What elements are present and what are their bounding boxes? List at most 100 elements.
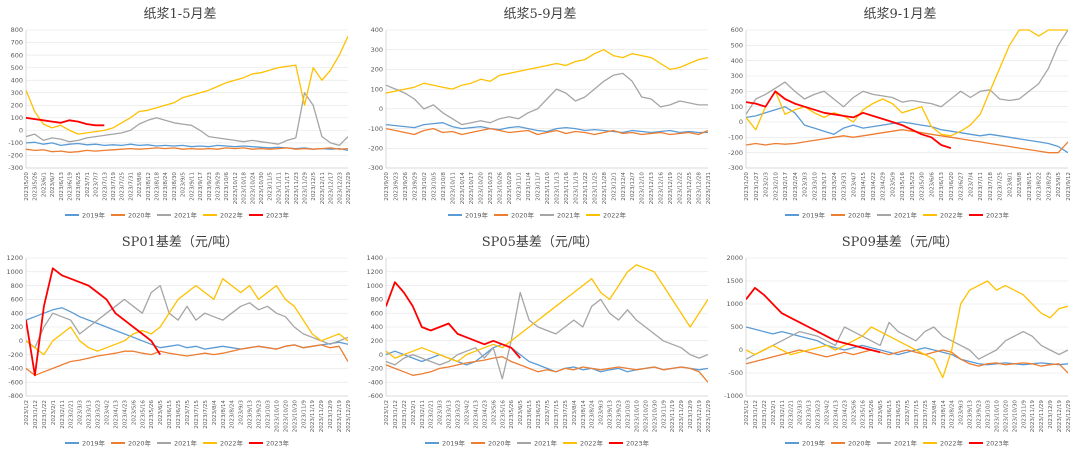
x-tick-label: 2023/12/9 [688,400,694,429]
x-tick-label: 2023/7/15 [914,400,920,429]
y-tick-label: 0 [19,127,23,135]
x-tick-label: 2023/7/7 [94,172,100,198]
y-tick-label: 600 [11,51,23,59]
x-tick-label: 2023/10/14 [460,172,466,205]
x-tick-label: 2023/3/3 [803,172,809,198]
x-tick-label: 2023/11/11 [276,172,282,205]
legend-item: 2021年 [157,438,198,447]
x-tick-label: 2023/10/18 [242,172,248,205]
x-tick-label: 2023/6/13 [59,172,65,201]
x-tick-label: 2023/4/13 [113,400,119,429]
x-tick-label: 2023/8/4 [572,400,578,426]
x-tick-label: 2023/10/20 [283,400,289,433]
x-tick-label: 2023/10/24 [250,172,256,205]
y-tick-label: 200 [11,323,23,331]
x-tick-label: 2023/12/29 [346,172,352,205]
chart-paper-pulp-5-9-spread: 纸浆5-9月差 -300 -200 -100 0 100 200 300 400 2023/9/2… [360,0,720,227]
legend-label: 2023年 [266,210,290,219]
x-tick-label: 2023/11/25 [592,172,598,205]
legend-item: 2022年 [923,210,964,219]
series-line-2021年 [746,29,1068,115]
y-tick-label: 1000 [726,300,743,308]
x-tick-label: 2023/8/4 [212,400,218,426]
x-tick-label: 2023/11/23 [294,172,300,205]
x-tick-label: 2023/4/13 [833,400,839,429]
x-tick-label: 2023/3/3 [438,400,444,426]
x-tick-label: 2023/1/20 [744,172,750,201]
chart-title: SP05基差（元/吨） [482,235,599,250]
chart-svg: SP05基差（元/吨） -600 -400 -200 0 200 400 600 800 1000… [366,235,712,447]
y-tick-label: -1000 [724,392,743,400]
x-tick-label: 2023/3/3 [798,400,804,426]
y-tick-label: 700 [11,39,23,47]
legend-item: 2023年 [969,438,1010,447]
series-line-2021年 [26,92,348,147]
y-tick-label: -200 [8,351,23,359]
x-tick-label: 2023/7/18 [988,172,994,201]
x-tick-label: 2023/3/24 [832,172,838,201]
series-line-2022年 [746,280,1068,379]
series-line-2020年 [26,147,348,153]
legend-item: 2021年 [877,438,918,447]
y-tick-label: 200 [371,66,383,74]
x-tick-label: 2023/12/31 [706,172,712,205]
x-tick-label: 2023/11/9 [1021,400,1027,429]
x-tick-label: 2023/5/16 [140,400,146,429]
y-tick-label: 1200 [6,254,23,262]
x-tick-label: 2023/8/14 [941,400,947,429]
x-tick-label: 2023/1/22 [402,400,408,429]
legend-label: 2023年 [626,438,650,447]
x-tick-label: 2023/12/25 [687,172,693,205]
series-line-2023年 [26,267,161,377]
legend-item: 2020年 [831,438,872,447]
x-tick-label: 2023/12/23 [337,172,343,205]
x-tick-label: 2023/5/20 [24,172,30,201]
series-line-2021年 [386,291,708,380]
x-tick-label: 2023/4/13 [473,400,479,429]
y-tick-label: 100 [371,85,383,93]
legend-label: 2021年 [174,438,198,447]
series-line-2023年 [26,116,105,127]
x-tick-label: 2023/12/17 [329,172,335,205]
legend-label: 2021年 [534,438,558,447]
x-tick-label: 2023/7/19 [111,172,117,201]
y-tick-label: -300 [368,164,383,172]
y-tick-label: 400 [371,26,383,34]
legend-label: 2022年 [603,210,627,219]
x-tick-label: 2023/1/22 [42,400,48,429]
series-line-2020年 [386,356,708,383]
series-line-2020年 [386,127,708,136]
x-tick-label: 2023/6/27 [959,172,965,201]
legend-item: 2019年 [448,210,489,219]
y-tick-label: 0 [379,105,383,113]
x-tick-label: 2023/10/30 [292,400,298,433]
x-tick-label: 2023/1/12 [393,400,399,429]
y-tick-label: 400 [731,57,743,65]
x-tick-label: 2023/8/14 [581,400,587,429]
legend-item: 2022年 [203,438,244,447]
series-line-2022年 [26,36,348,135]
legend-label: 2019年 [82,210,106,219]
x-tick-label: 2023/6/19 [68,172,74,201]
legend-label: 2020年 [128,210,152,219]
legend-item: 2021年 [157,210,198,219]
y-tick-label: -800 [8,392,23,400]
x-tick-label: 2023/12/29 [1066,400,1072,433]
x-tick-label: 2023/6/1 [41,172,47,198]
x-tick-label: 2023/10/2 [422,172,428,201]
x-tick-label: 2023/4/15 [861,172,867,201]
legend-item: 2019年 [65,438,106,447]
legend-label: 2022年 [940,210,964,219]
legend-item: 2019年 [785,438,826,447]
y-tick-label: 800 [371,296,383,304]
x-tick-label: 2023/9/23 [617,400,623,429]
x-tick-label: 2023/12/9 [1048,400,1054,429]
x-tick-label: 2023/1/22 [762,400,768,429]
legend-label: 2022年 [940,438,964,447]
x-tick-label: 2023/9/5 [181,172,187,198]
x-tick-label: 2023/2/24 [793,172,799,201]
x-tick-label: 2023/5/26 [33,172,39,201]
x-tick-label: 2023/3/23 [96,400,102,429]
x-tick-label: 2023/4/22 [871,172,877,201]
series-line-2023年 [746,287,881,354]
